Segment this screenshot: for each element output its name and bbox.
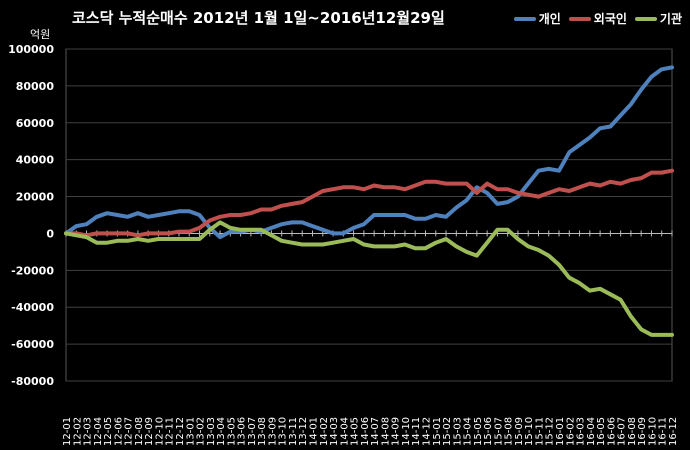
x-tick-label: 16-02: [565, 417, 576, 446]
x-tick-label: 14-09: [391, 417, 402, 446]
legend-item-individual: 개인: [513, 10, 561, 27]
x-tick-label: 12-02: [72, 417, 83, 446]
x-tick-label: 13-04: [216, 417, 227, 446]
x-tick-label: 14-12: [421, 417, 432, 446]
x-tick-label: 16-07: [617, 417, 628, 446]
x-tick-label: 15-04: [463, 417, 474, 446]
x-tick-label: 15-05: [473, 417, 484, 446]
x-tick-label: 14-02: [319, 417, 330, 446]
y-tick-label: 20000: [16, 191, 55, 204]
x-tick-label: 14-06: [360, 417, 371, 446]
x-tick-label: 13-06: [237, 417, 248, 446]
x-tick-label: 15-06: [483, 417, 494, 446]
x-tick-label: 12-03: [83, 417, 94, 446]
legend-label-individual: 개인: [538, 12, 561, 26]
x-tick-label: 12-12: [175, 417, 186, 446]
x-tick-label: 13-07: [247, 417, 258, 446]
x-tick-label: 15-11: [534, 417, 545, 446]
x-tick-label: 15-03: [452, 417, 463, 446]
x-tick-label: 16-06: [606, 417, 617, 446]
legend: 개인 외국인 기관: [513, 10, 682, 27]
legend-item-institution: 기관: [634, 10, 682, 27]
legend-swatch-foreign: [568, 16, 591, 21]
x-tick-label: 16-04: [586, 417, 597, 446]
x-tick-label: 12-06: [113, 417, 124, 446]
x-tick-label: 15-08: [504, 417, 515, 446]
x-tick-label: 13-08: [257, 417, 268, 446]
x-tick-label: 14-07: [370, 417, 381, 446]
x-tick-label: 14-04: [339, 417, 350, 446]
x-tick-label: 13-12: [298, 417, 309, 446]
x-tick-label: 16-05: [596, 417, 607, 446]
x-tick-label: 12-10: [154, 417, 165, 446]
y-tick-label: -80000: [11, 375, 54, 388]
x-tick-label: 16-01: [555, 417, 566, 446]
x-tick-label: 13-01: [185, 417, 196, 446]
y-tick-label: 40000: [16, 154, 55, 167]
x-tick-label: 16-10: [647, 417, 658, 446]
x-tick-label: 14-05: [350, 417, 361, 446]
x-tick-label: 13-10: [278, 417, 289, 446]
y-tick-label: -60000: [11, 338, 54, 351]
y-tick-label: -20000: [11, 264, 54, 277]
x-tick-label: 12-09: [144, 417, 155, 446]
y-tick-label: 0: [46, 227, 54, 240]
x-tick-label: 16-03: [576, 417, 587, 446]
x-tick-label: 13-03: [206, 417, 217, 446]
legend-swatch-individual: [513, 16, 536, 21]
x-tick-label: 15-02: [442, 417, 453, 446]
x-tick-label: 13-02: [196, 417, 207, 446]
series-line-0: [64, 65, 674, 240]
x-tick-label: 13-11: [288, 417, 299, 446]
x-tick-label: 16-09: [637, 417, 648, 446]
chart-title: 코스닥 누적순매수 2012년 1월 1일~2016년12월29일: [72, 9, 445, 27]
legend-label-institution: 기관: [659, 12, 682, 26]
x-tick-label: 15-12: [545, 417, 556, 446]
x-tick-label: 15-07: [493, 417, 504, 446]
y-tick-label: 100000: [8, 43, 54, 56]
x-tick-label: 12-04: [93, 417, 104, 446]
x-tick-label: 12-08: [134, 417, 145, 446]
legend-label-foreign: 외국인: [593, 12, 627, 26]
x-tick-label: 12-01: [62, 417, 73, 446]
x-tick-label: 13-05: [226, 417, 237, 446]
y-unit-label: 억원: [30, 28, 51, 41]
x-tick-label: 15-01: [432, 417, 443, 446]
x-tick-label: 14-03: [329, 417, 340, 446]
x-tick-label: 12-07: [124, 417, 135, 446]
x-tick-label: 14-11: [411, 417, 422, 446]
y-tick-label: 60000: [16, 117, 55, 130]
series-line-2: [64, 220, 674, 337]
x-tick-label: 16-08: [627, 417, 638, 446]
y-tick-label: 80000: [16, 80, 55, 93]
x-tick-label: 15-10: [524, 417, 535, 446]
y-tick-label: -40000: [11, 301, 54, 314]
series-line-1: [64, 168, 674, 238]
x-tick-label: 16-11: [658, 417, 669, 446]
x-tick-label: 12-05: [103, 417, 114, 446]
x-tick-label: 16-12: [668, 417, 679, 446]
x-tick-label: 14-01: [309, 417, 320, 446]
x-tick-label: 14-10: [401, 417, 412, 446]
x-tick-label: 12-11: [165, 417, 176, 446]
x-tick-label: 15-09: [514, 417, 525, 446]
legend-swatch-institution: [634, 16, 657, 21]
legend-item-foreign: 외국인: [568, 10, 627, 27]
x-tick-label: 14-08: [380, 417, 391, 446]
x-tick-label: 13-09: [267, 417, 278, 446]
